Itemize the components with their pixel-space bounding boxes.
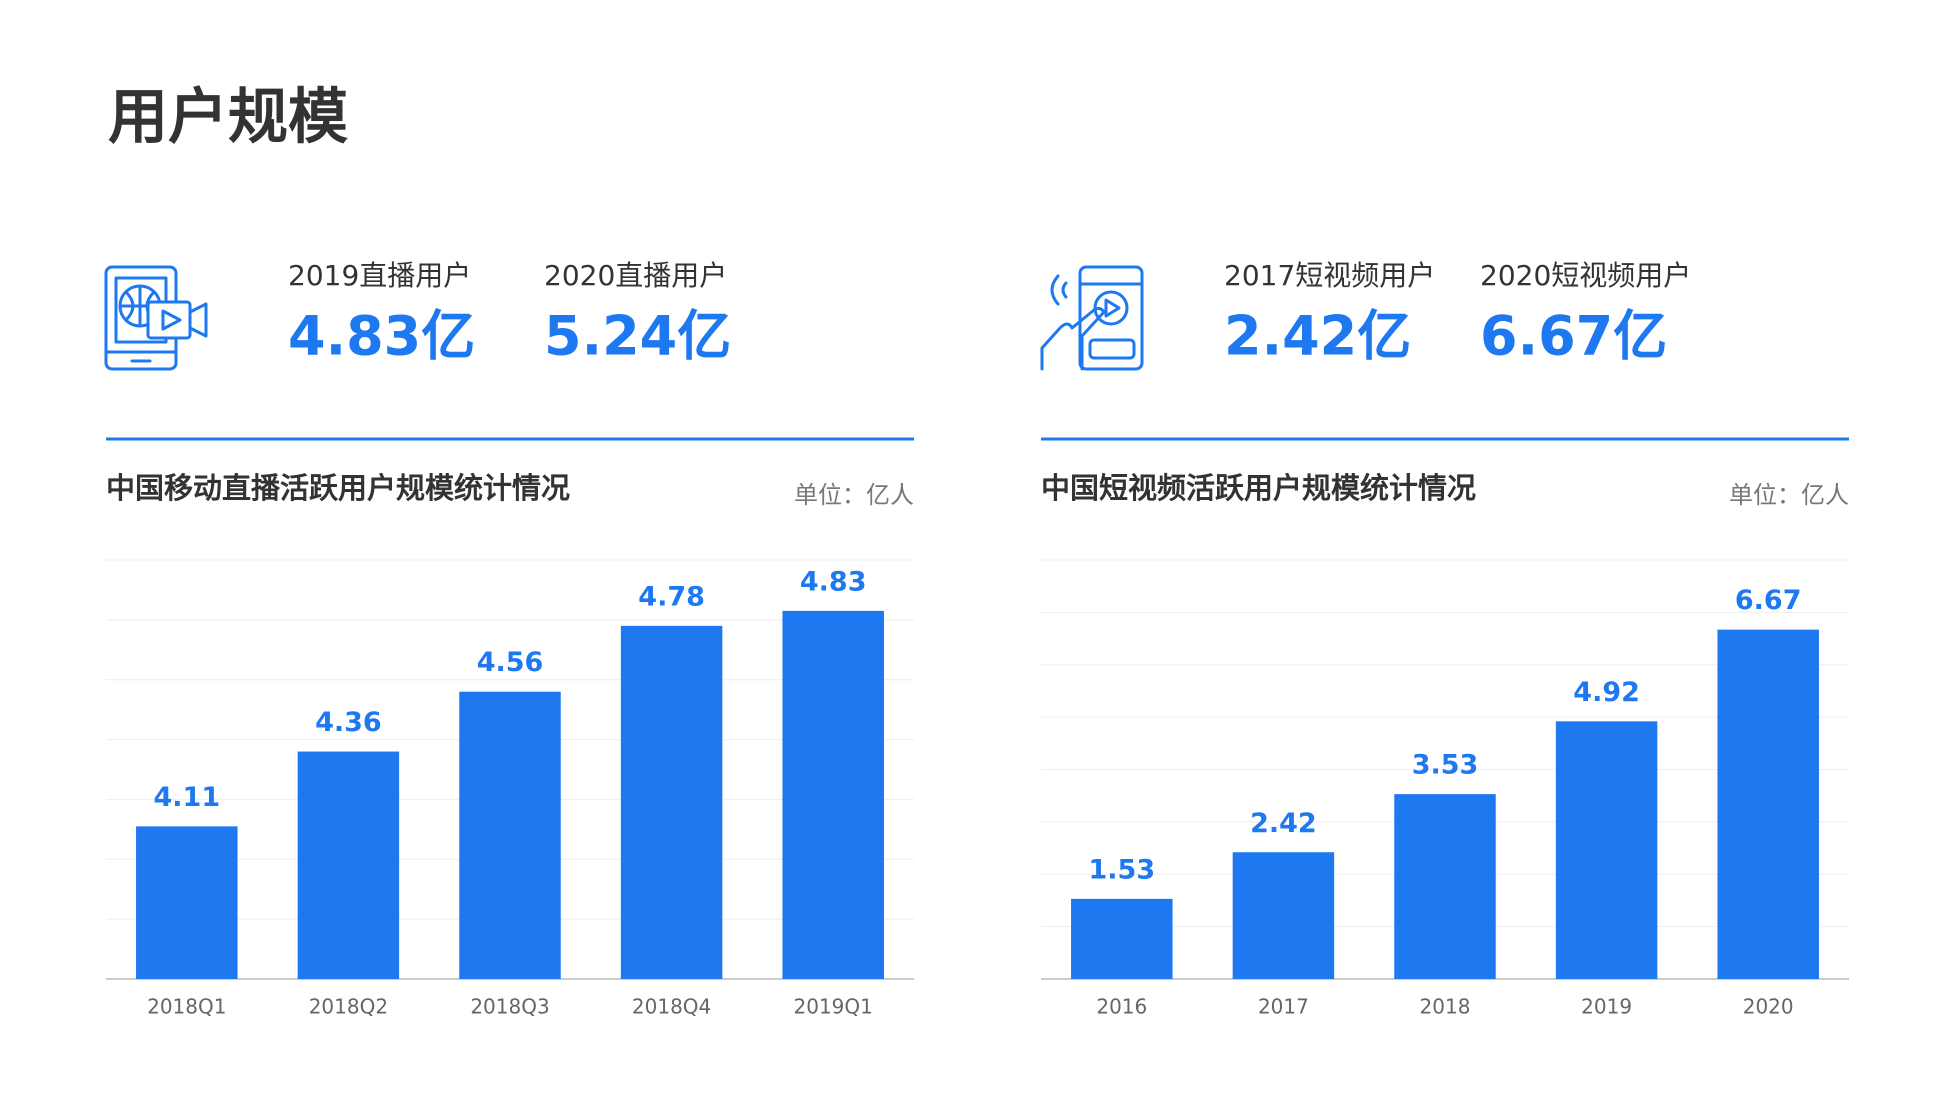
live-icon bbox=[104, 265, 208, 371]
bar bbox=[1394, 794, 1496, 979]
chart-title: 中国移动直播活跃用户规模统计情况 bbox=[106, 471, 570, 505]
stat-label: 2020短视频用户 bbox=[1480, 259, 1691, 292]
chart-unit: 单位：亿人 bbox=[1729, 481, 1849, 509]
value-label: 6.67 bbox=[1735, 585, 1802, 616]
value-label: 4.83 bbox=[800, 566, 867, 597]
chart-title: 中国短视频活跃用户规模统计情况 bbox=[1041, 471, 1476, 505]
x-tick-label: 2019Q1 bbox=[794, 995, 873, 1019]
stat-value: 5.24亿 bbox=[544, 305, 731, 368]
value-label: 4.56 bbox=[477, 647, 544, 678]
bar bbox=[1232, 852, 1335, 979]
x-tick-label: 2019 bbox=[1581, 995, 1632, 1019]
value-label: 2.42 bbox=[1250, 808, 1317, 839]
bar bbox=[1717, 629, 1819, 979]
bar bbox=[1555, 721, 1658, 979]
x-tick-label: 2018Q3 bbox=[470, 995, 549, 1019]
stat-value: 4.83亿 bbox=[288, 305, 475, 368]
bar bbox=[459, 691, 561, 979]
bar bbox=[620, 625, 723, 979]
x-tick-label: 2018Q2 bbox=[309, 995, 388, 1019]
value-label: 3.53 bbox=[1412, 750, 1479, 781]
x-tick-label: 2016 bbox=[1096, 995, 1147, 1019]
stat-value: 2.42亿 bbox=[1224, 305, 1411, 368]
stat-label: 2020直播用户 bbox=[544, 259, 727, 292]
value-label: 1.53 bbox=[1088, 854, 1155, 885]
stat-label: 2017短视频用户 bbox=[1224, 259, 1435, 292]
x-tick-label: 2020 bbox=[1743, 995, 1794, 1019]
bar bbox=[782, 610, 884, 979]
value-label: 4.92 bbox=[1573, 677, 1640, 708]
x-tick-label: 2018 bbox=[1420, 995, 1471, 1019]
bar bbox=[297, 751, 400, 979]
page-title: 用户规模 bbox=[108, 83, 348, 153]
stat-value: 6.67亿 bbox=[1480, 305, 1667, 368]
video-icon bbox=[1040, 265, 1144, 371]
value-label: 4.78 bbox=[638, 581, 705, 612]
bar bbox=[136, 826, 238, 979]
chart-unit: 单位：亿人 bbox=[794, 481, 914, 509]
x-tick-label: 2017 bbox=[1258, 995, 1309, 1019]
x-tick-label: 2018Q1 bbox=[147, 995, 226, 1019]
value-label: 4.11 bbox=[153, 782, 220, 813]
stat-label: 2019直播用户 bbox=[288, 259, 471, 292]
value-label: 4.36 bbox=[315, 707, 382, 738]
bar bbox=[1071, 898, 1173, 979]
x-tick-label: 2018Q4 bbox=[632, 995, 711, 1019]
